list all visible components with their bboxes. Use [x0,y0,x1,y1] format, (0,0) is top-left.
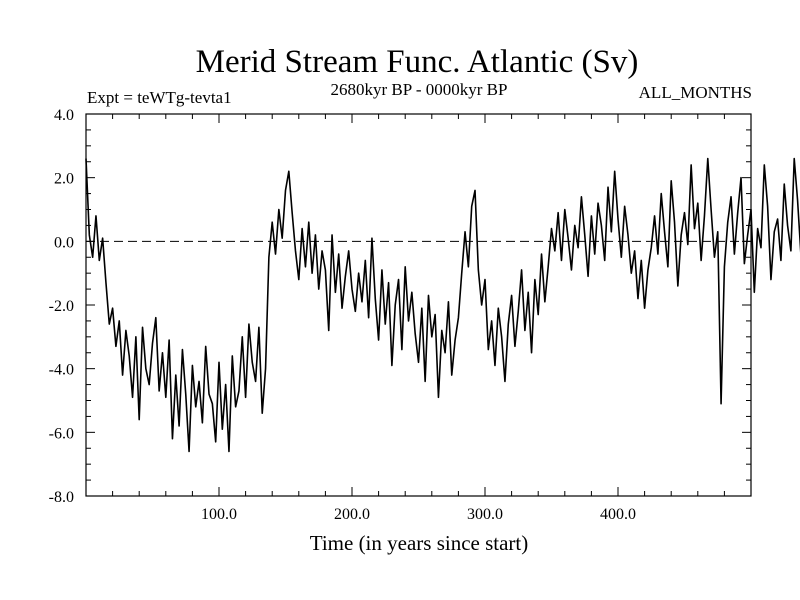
chart-title: Merid Stream Func. Atlantic (Sv) [196,44,639,80]
plot-frame [85,113,752,497]
y-tick-label: -6.0 [49,425,74,442]
x-axis-label: Time (in years since start) [310,531,529,555]
y-tick-label: -4.0 [49,362,74,379]
y-tick-label: 2.0 [54,171,74,188]
plot-area: 100.0 200.0 300.0 400.0 4.0 2.0 0.0 -2.0 -4.0 -6.… [49,107,800,523]
x-tick-label: 400.0 [600,506,636,523]
x-tick-label: 200.0 [334,506,370,523]
x-tick-label: 100.0 [201,506,237,523]
chart-subtitle-right: ALL_MONTHS [639,83,752,102]
y-tick-label: -8.0 [49,489,74,506]
y-tick-label: 4.0 [54,107,74,124]
series-line-0 [85,157,800,453]
y-tick-label: -2.0 [49,298,74,315]
y-tick-label: 0.0 [54,234,74,251]
x-tick-label: 300.0 [467,506,503,523]
chart-subtitle-center: 2680kyr BP - 0000kyr BP [331,80,508,99]
chart-subtitle-left: Expt = teWTg-tevta1 [87,88,232,107]
